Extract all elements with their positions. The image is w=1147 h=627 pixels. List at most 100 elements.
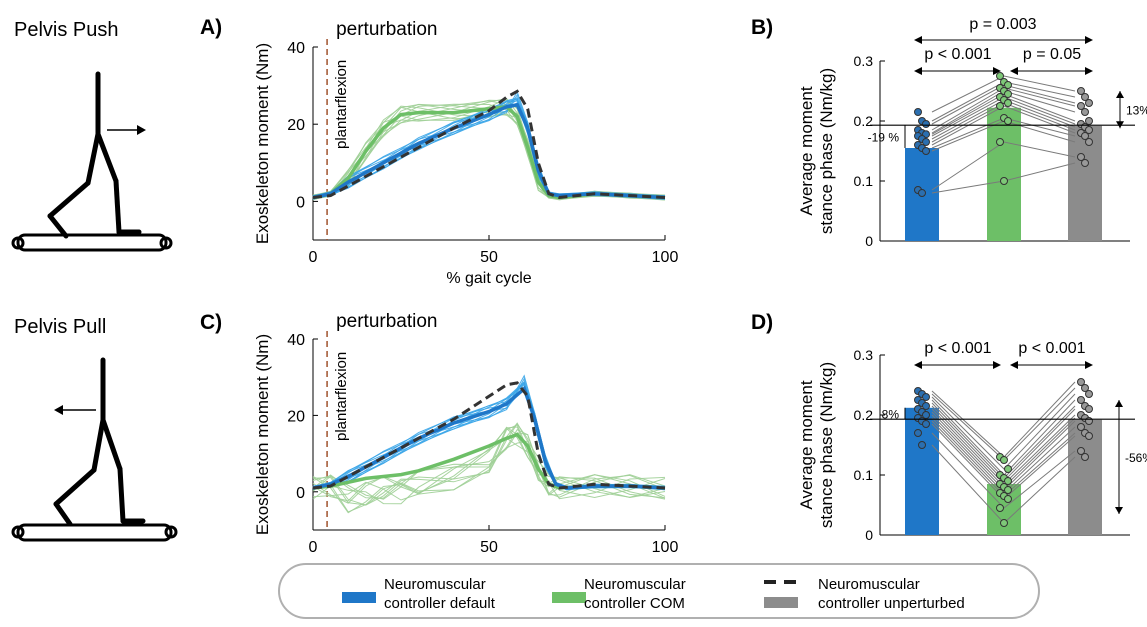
x-tick-label: 50 xyxy=(480,249,498,266)
y-tick-label: 0.2 xyxy=(854,113,874,129)
subject-point xyxy=(1081,384,1089,392)
p-value-01: p < 0.001 xyxy=(924,46,991,63)
subject-point xyxy=(1077,153,1085,161)
subject-point xyxy=(1085,432,1093,440)
subject-point xyxy=(1081,453,1089,461)
legend-label-unperturbed: Neuromuscular controller unperturbed xyxy=(818,576,965,612)
bracket-12-arrowhead-right xyxy=(1085,67,1093,75)
legend-swatch-unperturbed-line xyxy=(764,580,798,584)
bracket-12-arrowhead-left xyxy=(1010,67,1018,75)
subject-point xyxy=(922,147,930,155)
com-subject-trace xyxy=(312,424,666,513)
chart-c-moment-pull: 0 20 40 0 50 100 Exoskeleton moment (Nm) pertur… xyxy=(253,311,678,556)
x-tick-label: 0 xyxy=(309,249,318,266)
subject-point xyxy=(1000,456,1008,464)
p-value-12: p < 0.001 xyxy=(1018,340,1085,357)
subject-point xyxy=(1085,117,1093,125)
panel-label-d: D) xyxy=(751,311,773,334)
subject-point xyxy=(922,138,930,146)
subject-point xyxy=(1004,90,1012,98)
bracket-12-arrowhead-left xyxy=(1010,361,1018,369)
y-tick-label: 20 xyxy=(287,117,305,134)
push-title: Pelvis Push xyxy=(14,19,119,41)
pct-right-arrowhead-bottom xyxy=(1116,121,1124,129)
y-tick-label: 0.2 xyxy=(854,407,874,423)
subject-point xyxy=(1085,405,1093,413)
legend-label-default: Neuromuscular controller default xyxy=(384,576,495,612)
y-axis-label-line1: Average moment xyxy=(797,86,816,215)
subject-point xyxy=(922,420,930,428)
y-tick-label: 0.1 xyxy=(854,173,874,189)
pct-right-arrowhead-top xyxy=(1116,91,1124,98)
subject-point xyxy=(1077,447,1085,455)
x-axis-label: % gait cycle xyxy=(446,270,531,287)
subject-point xyxy=(914,429,922,437)
y-axis-label: Exoskeleton moment (Nm) xyxy=(253,43,272,244)
y-axis-label-line1: Average moment xyxy=(797,380,816,509)
y-tick-label: 20 xyxy=(287,408,305,425)
pct-right-arrowhead-top xyxy=(1115,400,1123,407)
y-tick-label: 40 xyxy=(287,40,305,57)
subject-point xyxy=(996,138,1004,146)
bracket-01-arrowhead-right xyxy=(993,361,1001,369)
bracket-01-arrowhead-left xyxy=(914,361,922,369)
x-tick-label: 100 xyxy=(652,249,679,266)
subject-point xyxy=(1004,99,1012,107)
subject-point xyxy=(914,108,922,116)
default-subject-trace xyxy=(312,381,666,491)
default-subject-trace xyxy=(312,382,666,491)
chart-d-average-moment-pull: 0 0.1 0.2 0.3 Average moment stance phase (Nm… xyxy=(797,340,1147,543)
p-value-02: p = 0.003 xyxy=(969,16,1036,33)
pct-right-arrowhead-bottom xyxy=(1115,507,1123,514)
subject-point xyxy=(1085,417,1093,425)
bar-unperturbed xyxy=(1068,419,1102,535)
chart-a-moment-push: 0 20 40 0 50 100 % gait cycle Exoskeleton momen… xyxy=(253,19,678,287)
plantarflexion-label: plantarflexion xyxy=(333,352,350,441)
perturbation-label: perturbation xyxy=(336,19,437,40)
subject-point xyxy=(1000,519,1008,527)
bracket-01-arrowhead-left xyxy=(914,67,922,75)
subject-point xyxy=(1077,378,1085,386)
subject-point xyxy=(1085,390,1093,398)
push-arrow-icon xyxy=(107,125,146,135)
y-axis-label-line2: stance phase (Nm/kg) xyxy=(817,68,836,234)
panel-label-c: C) xyxy=(200,311,222,334)
y-tick-label: 0.1 xyxy=(854,467,874,483)
panel-label-b: B) xyxy=(751,16,773,39)
pct-right-label: 13% xyxy=(1126,104,1147,118)
subject-point xyxy=(1004,495,1012,503)
subject-point xyxy=(1000,177,1008,185)
bar-unperturbed xyxy=(1068,125,1102,241)
pull-title: Pelvis Pull xyxy=(14,316,106,338)
x-tick-label: 0 xyxy=(309,539,318,556)
default-subject-trace xyxy=(312,385,666,491)
treadmill-pull-icon xyxy=(11,523,178,542)
subject-point xyxy=(1004,477,1012,485)
legend-swatch-unperturbed-bar xyxy=(764,597,798,608)
chart-b-average-moment-push: 0 0.1 0.2 0.3 Average moment stance phase (Nm… xyxy=(797,16,1147,249)
default-subject-trace xyxy=(312,386,666,491)
subject-point xyxy=(918,189,926,197)
subject-point xyxy=(1004,486,1012,494)
subject-point xyxy=(1081,132,1089,140)
series-unperturbed-mean xyxy=(312,89,666,200)
subject-point xyxy=(1004,117,1012,125)
legend-swatch-default xyxy=(342,592,376,603)
com-subject-trace xyxy=(312,437,666,501)
subject-point xyxy=(1077,396,1085,404)
subject-point xyxy=(1077,87,1085,95)
pct-left-label: -19 % xyxy=(868,131,900,145)
bar-com xyxy=(987,107,1021,241)
subject-point xyxy=(1081,159,1089,167)
bracket-02-arrowhead-left xyxy=(914,36,922,44)
subject-line xyxy=(931,387,1076,461)
com-subject-trace xyxy=(312,426,666,504)
plantarflexion-label: plantarflexion xyxy=(333,60,350,149)
pct-left-label: 8% xyxy=(882,408,900,422)
x-tick-label: 100 xyxy=(652,539,679,556)
y-tick-label: 0 xyxy=(865,233,873,249)
subject-point xyxy=(1081,108,1089,116)
subject-point xyxy=(922,393,930,401)
y-tick-label: 0.3 xyxy=(854,53,874,69)
panel-label-a: A) xyxy=(200,16,222,39)
